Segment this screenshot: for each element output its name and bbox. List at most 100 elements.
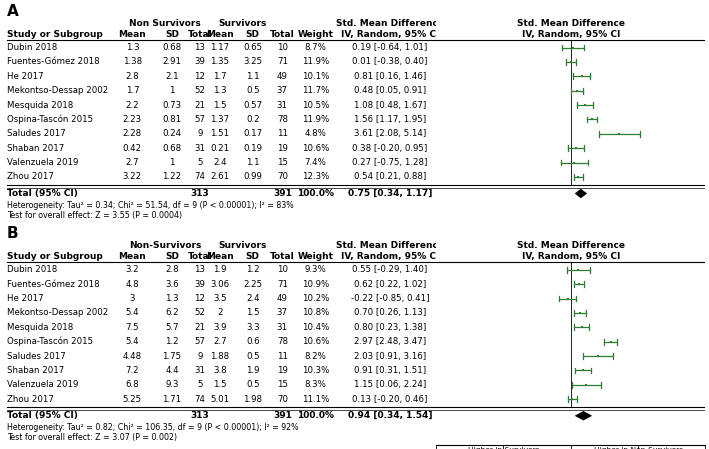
Text: Higher in Survivors: Higher in Survivors	[468, 447, 539, 449]
Text: 2.7: 2.7	[125, 158, 139, 167]
Text: 3: 3	[130, 294, 135, 303]
Text: 0.68: 0.68	[162, 43, 182, 52]
Text: 5: 5	[197, 380, 203, 389]
Text: 13: 13	[194, 265, 206, 274]
Text: 0.91 [0.31, 1.51]: 0.91 [0.31, 1.51]	[354, 366, 426, 375]
Text: 2.97 [2.48, 3.47]: 2.97 [2.48, 3.47]	[354, 337, 426, 346]
Text: Non-Survivors: Non-Survivors	[129, 241, 201, 250]
Text: 9.3: 9.3	[165, 380, 179, 389]
Text: 1.38: 1.38	[123, 57, 142, 66]
Text: Survivors: Survivors	[218, 19, 267, 28]
Text: Saludes 2017: Saludes 2017	[7, 352, 66, 361]
Text: 78: 78	[277, 115, 288, 124]
Text: 19: 19	[277, 366, 288, 375]
Text: 15: 15	[277, 158, 288, 167]
Text: 52: 52	[194, 86, 206, 95]
Text: Total: Total	[270, 30, 295, 39]
Text: 31: 31	[277, 101, 288, 110]
Text: Weight: Weight	[297, 252, 333, 261]
Text: Dubin 2018: Dubin 2018	[7, 265, 57, 274]
Text: SD: SD	[165, 30, 179, 39]
Text: 11.9%: 11.9%	[302, 115, 329, 124]
Text: 1.75: 1.75	[162, 352, 182, 361]
Text: 5.01: 5.01	[210, 395, 229, 404]
Text: 70: 70	[277, 172, 288, 181]
Text: 70: 70	[277, 395, 288, 404]
Text: 39: 39	[194, 280, 206, 289]
Text: 8.3%: 8.3%	[304, 380, 326, 389]
Text: 10.8%: 10.8%	[301, 308, 329, 317]
Text: 0.62 [0.22, 1.02]: 0.62 [0.22, 1.02]	[354, 280, 426, 289]
Text: 0.13 [-0.20, 0.46]: 0.13 [-0.20, 0.46]	[352, 395, 428, 404]
Text: 4.8%: 4.8%	[304, 129, 326, 138]
Text: 2.4: 2.4	[246, 294, 259, 303]
Text: 0.01 [-0.38, 0.40]: 0.01 [-0.38, 0.40]	[352, 57, 428, 66]
Text: 1.17: 1.17	[210, 43, 229, 52]
Text: 37: 37	[277, 86, 288, 95]
Text: Ospina-Tascón 2015: Ospina-Tascón 2015	[7, 337, 93, 347]
Text: Shaban 2017: Shaban 2017	[7, 144, 65, 153]
Text: 0.5: 0.5	[246, 86, 259, 95]
Text: 5.25: 5.25	[123, 395, 142, 404]
Text: 3.2: 3.2	[125, 265, 139, 274]
Text: SD: SD	[246, 252, 259, 261]
Text: 12: 12	[194, 72, 206, 81]
Text: 0.19 [-0.64, 1.01]: 0.19 [-0.64, 1.01]	[352, 43, 428, 52]
Text: 0.19: 0.19	[243, 144, 262, 153]
Text: 0.70 [0.26, 1.13]: 0.70 [0.26, 1.13]	[354, 308, 426, 317]
Text: 31: 31	[277, 323, 288, 332]
Text: Total: Total	[188, 252, 212, 261]
Text: 0.38 [-0.20, 0.95]: 0.38 [-0.20, 0.95]	[352, 144, 428, 153]
Text: 37: 37	[277, 308, 288, 317]
Text: Shaban 2017: Shaban 2017	[7, 366, 65, 375]
Text: 0.6: 0.6	[246, 337, 259, 346]
Text: 10: 10	[277, 265, 288, 274]
Text: Mean: Mean	[206, 252, 233, 261]
Text: 0.5: 0.5	[246, 380, 259, 389]
Text: 1.5: 1.5	[246, 308, 259, 317]
Text: Total: Total	[270, 252, 295, 261]
Text: 2.03 [0.91, 3.16]: 2.03 [0.91, 3.16]	[354, 352, 426, 361]
Text: 13: 13	[194, 43, 206, 52]
Text: He 2017: He 2017	[7, 72, 44, 81]
Text: 3.8: 3.8	[213, 366, 227, 375]
Text: 8.2%: 8.2%	[304, 352, 326, 361]
Text: -0.22 [-0.85, 0.41]: -0.22 [-0.85, 0.41]	[351, 294, 429, 303]
Text: 52: 52	[194, 308, 206, 317]
Text: Std. Mean Difference: Std. Mean Difference	[336, 241, 444, 250]
Text: 0.80 [0.23, 1.38]: 0.80 [0.23, 1.38]	[354, 323, 426, 332]
Text: 9: 9	[197, 129, 203, 138]
Text: 78: 78	[277, 337, 288, 346]
Text: Mean: Mean	[118, 30, 146, 39]
Text: Zhou 2017: Zhou 2017	[7, 395, 54, 404]
Text: Non Survivors: Non Survivors	[130, 19, 201, 28]
Text: 0.24: 0.24	[162, 129, 182, 138]
Text: 313: 313	[191, 189, 209, 198]
Text: 3.5: 3.5	[213, 294, 227, 303]
Text: 7.2: 7.2	[125, 366, 139, 375]
Text: Valenzuela 2019: Valenzuela 2019	[7, 380, 79, 389]
Text: 10.2%: 10.2%	[301, 294, 329, 303]
Text: 10.1%: 10.1%	[301, 72, 329, 81]
Text: 31: 31	[194, 144, 206, 153]
Text: Mesquida 2018: Mesquida 2018	[7, 101, 73, 110]
Text: 11.7%: 11.7%	[301, 86, 329, 95]
Text: Mekontso-Dessap 2002: Mekontso-Dessap 2002	[7, 308, 108, 317]
Text: 11.9%: 11.9%	[302, 57, 329, 66]
Text: 21: 21	[194, 101, 206, 110]
Text: Study or Subgroup: Study or Subgroup	[7, 252, 103, 261]
Text: 2.8: 2.8	[125, 72, 139, 81]
Text: SD: SD	[165, 252, 179, 261]
Text: 6.2: 6.2	[165, 308, 179, 317]
Text: 57: 57	[194, 337, 206, 346]
Text: 71: 71	[277, 57, 288, 66]
Text: Higher in Non-Survivors: Higher in Non-Survivors	[593, 447, 683, 449]
Text: 1.88: 1.88	[210, 352, 229, 361]
Text: 57: 57	[194, 115, 206, 124]
Text: 10.3%: 10.3%	[301, 366, 329, 375]
Text: Heterogeneity: Tau² = 0.82; Chi² = 106.35, df = 9 (P < 0.00001); I² = 92%: Heterogeneity: Tau² = 0.82; Chi² = 106.3…	[7, 423, 298, 432]
Text: 0.65: 0.65	[243, 43, 262, 52]
Text: 2: 2	[217, 308, 223, 317]
Text: 1.5: 1.5	[213, 101, 227, 110]
Text: 19: 19	[277, 144, 288, 153]
